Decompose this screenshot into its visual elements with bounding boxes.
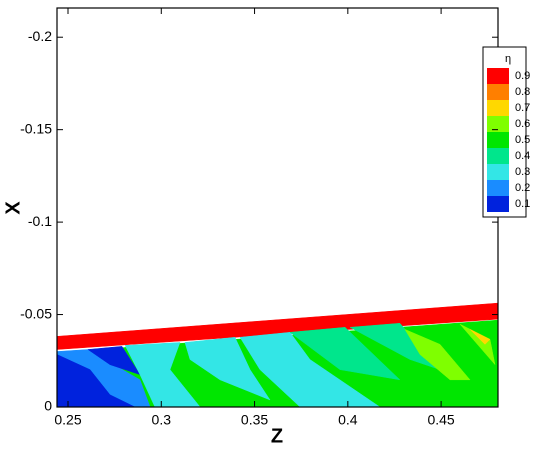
contour-region bbox=[404, 328, 471, 381]
legend-label: 0.1 bbox=[515, 198, 530, 210]
legend-swatch bbox=[487, 180, 509, 196]
x-tick-label: 0.35 bbox=[241, 412, 268, 428]
y-tick-label: -0.05 bbox=[20, 305, 52, 321]
x-tick-label: 0.45 bbox=[427, 412, 454, 428]
y-tick-label: -0.15 bbox=[20, 120, 52, 136]
legend-swatch bbox=[487, 100, 509, 116]
x-tick-label: 0.3 bbox=[152, 412, 172, 428]
legend-swatch bbox=[487, 164, 509, 180]
legend-swatch bbox=[487, 68, 509, 84]
legend-label: 0.6 bbox=[515, 118, 530, 130]
legend-swatch bbox=[487, 132, 509, 148]
legend-label: 0.2 bbox=[515, 182, 530, 194]
contour-region bbox=[289, 327, 401, 381]
legend-swatch bbox=[487, 84, 509, 100]
legend-label: 0.9 bbox=[515, 70, 530, 82]
x-tick-label: 0.4 bbox=[338, 412, 358, 428]
y-tick-label: -0.1 bbox=[28, 213, 52, 229]
legend-label: 0.5 bbox=[515, 134, 530, 146]
legend-swatch bbox=[487, 116, 509, 132]
plot-area bbox=[56, 302, 499, 408]
legend: η 0.9 0.8 0.7 0.6 0.5 0.4 0.3 0.2 0.1 bbox=[482, 46, 530, 218]
legend-label: 0.4 bbox=[515, 150, 530, 162]
legend-title: η bbox=[505, 53, 511, 65]
legend-label: 0.7 bbox=[515, 102, 530, 114]
contour-region bbox=[469, 329, 491, 345]
x-tick-label: 0.25 bbox=[54, 412, 81, 428]
x-axis-title: Z bbox=[271, 425, 283, 447]
y-tick-label: 0 bbox=[44, 398, 52, 414]
legend-label: 0.8 bbox=[515, 86, 530, 98]
legend-swatch bbox=[487, 148, 509, 164]
contour-region bbox=[184, 337, 271, 401]
legend-label: 0.3 bbox=[515, 166, 530, 178]
y-tick-label: -0.2 bbox=[28, 28, 52, 44]
legend-swatch bbox=[487, 196, 509, 212]
y-axis-title: X bbox=[2, 201, 24, 215]
